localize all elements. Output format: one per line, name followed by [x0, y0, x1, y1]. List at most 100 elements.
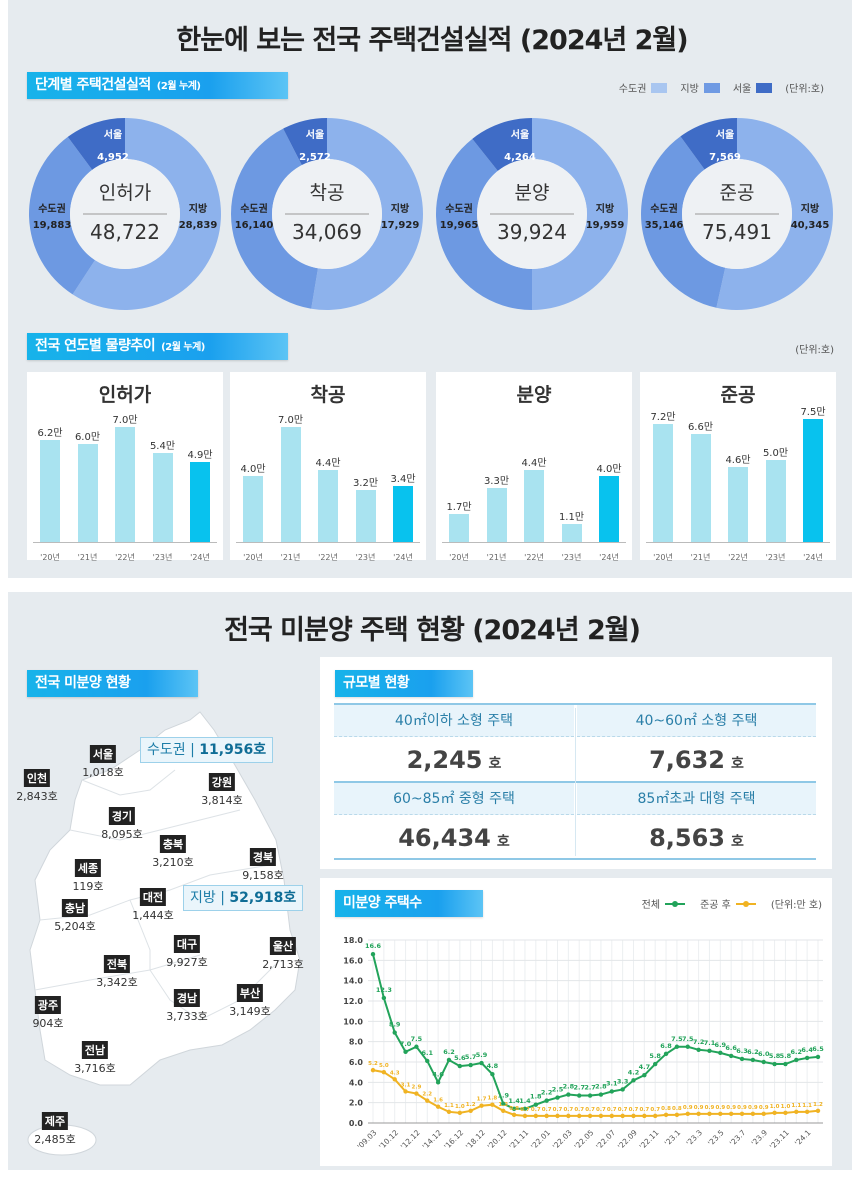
bar-baseline — [33, 542, 217, 543]
data-label: 0.9 — [737, 1105, 747, 1111]
legend-label-completed: 준공 후 — [700, 900, 731, 911]
legend-label-seoul: 서울 — [732, 84, 752, 95]
section-label-size: 규모별 현황 — [335, 670, 473, 697]
data-label: 7.0 — [400, 1040, 412, 1048]
data-label: 16.6 — [365, 942, 382, 950]
bar-category-label: '24년 — [599, 553, 619, 562]
data-label: 1.7 — [477, 1097, 487, 1103]
size-header-3: 85㎡초과 대형 주택 — [577, 783, 816, 815]
donut-title: 인허가 — [98, 182, 152, 204]
data-point — [598, 1113, 604, 1119]
donut-label-capital-name: 수도권 — [445, 204, 473, 215]
data-label: 0.8 — [672, 1106, 682, 1112]
region-name: 부산 — [236, 984, 264, 1002]
data-point — [783, 1061, 788, 1067]
data-point — [555, 1113, 560, 1119]
x-tick-label: '23.1 — [663, 1128, 683, 1148]
data-label: 0.8 — [509, 1106, 519, 1112]
region-name: 서울 — [89, 745, 117, 763]
data-point — [652, 1113, 658, 1119]
data-point — [501, 1101, 506, 1106]
region-name: 전북 — [103, 955, 131, 973]
data-label: 0.8 — [661, 1106, 671, 1112]
data-point — [707, 1048, 712, 1054]
data-label: 4.8 — [487, 1062, 499, 1070]
data-point — [490, 1102, 495, 1107]
data-label: 5.8 — [769, 1052, 781, 1060]
data-label: 4.3 — [390, 1070, 400, 1076]
data-point — [642, 1113, 647, 1119]
donut-total: 39,924 — [497, 220, 567, 244]
data-label: 2.5 — [552, 1086, 564, 1094]
region-name: 강원 — [208, 773, 236, 791]
x-tick-label: '14.12 — [421, 1128, 444, 1151]
data-label: 8.9 — [389, 1021, 401, 1029]
bar-panel: 인허가 6.2만 '20년 6.0만 '21년 7.0만 '22년 5.4만 '23년 4.9만 '… — [27, 372, 223, 562]
data-point — [490, 1072, 495, 1077]
donut-label-local-value: 28,839 — [178, 220, 218, 231]
legend-swatch-local — [703, 82, 720, 93]
data-label: 7.5 — [411, 1035, 423, 1043]
data-point — [403, 1049, 408, 1055]
size-header-2: 60~85㎡ 중형 주택 — [334, 783, 574, 815]
donut-label-capital-value: 35,146 — [644, 220, 684, 231]
bar-chart-title: 인허가 — [98, 384, 152, 406]
data-point — [446, 1057, 452, 1063]
bar-category-label: '23년 — [355, 553, 376, 562]
bar-chart-title: 준공 — [720, 384, 756, 406]
bar — [318, 469, 338, 542]
section-label-sub: (2월 누계) — [161, 342, 205, 353]
size-header-0: 40㎡이하 소형 주택 — [334, 705, 574, 737]
y-tick-label: 18.0 — [343, 936, 363, 945]
bar-category-label: '24년 — [393, 553, 413, 562]
region-value: 5,204호 — [54, 920, 96, 933]
data-label: 1.9 — [497, 1092, 509, 1100]
data-point — [587, 1113, 593, 1119]
bar-value-label: 6.6만 — [687, 421, 714, 433]
bar — [152, 453, 173, 542]
data-label: 7.2 — [693, 1038, 705, 1046]
donut-label-seoul-value: 2,572 — [299, 152, 331, 163]
data-point — [674, 1112, 680, 1118]
region-value: 8,095호 — [101, 828, 143, 841]
bar-value-label: 3.3만 — [483, 475, 510, 487]
data-label: 6.9 — [715, 1041, 727, 1049]
x-tick-label: '23.9 — [750, 1128, 770, 1148]
unsold-title: 전국 미분양 주택 현황 (2024년 2월) — [224, 615, 641, 646]
bar-value-label: 1.7만 — [446, 502, 472, 514]
data-label: 0.7 — [629, 1107, 639, 1113]
bar-value-label: 4.0만 — [596, 464, 622, 476]
section-label-text: 단계별 주택건설실적 — [35, 77, 151, 93]
y-tick-label: 16.0 — [343, 956, 363, 965]
data-label: 6.6 — [725, 1044, 737, 1052]
x-tick-label: '23.5 — [706, 1128, 726, 1148]
data-label: 6.2 — [443, 1048, 455, 1056]
bar — [77, 443, 98, 542]
data-point — [533, 1102, 539, 1107]
data-label: 4.7 — [639, 1063, 651, 1071]
x-tick-label: '22.05 — [572, 1128, 595, 1151]
data-point — [674, 1044, 680, 1049]
x-tick-label: '23.7 — [728, 1128, 748, 1148]
bar-category-label: '23년 — [152, 553, 173, 562]
x-tick-label: '22.03 — [551, 1128, 574, 1151]
data-point — [479, 1103, 484, 1108]
x-tick-label: '12.12 — [399, 1128, 422, 1151]
region-name: 충남 — [61, 899, 89, 917]
donut-title: 준공 — [719, 182, 755, 204]
region-value: 2,843호 — [16, 790, 58, 803]
table-line — [334, 858, 816, 860]
data-point — [728, 1111, 734, 1117]
data-label: 1.6 — [433, 1098, 443, 1104]
data-label: 1.0 — [781, 1104, 791, 1110]
data-label: 1.8 — [530, 1093, 542, 1101]
data-point — [446, 1109, 452, 1115]
data-label: 0.7 — [607, 1107, 617, 1113]
data-label: 5.2 — [368, 1061, 378, 1067]
x-tick-label: '21.11 — [507, 1128, 530, 1151]
donut-slice-local — [72, 118, 221, 310]
bar — [561, 523, 582, 542]
data-label: 0.9 — [748, 1105, 758, 1111]
capital-value: 11,956호 — [199, 742, 267, 758]
donut-slice-capital — [230, 128, 318, 309]
